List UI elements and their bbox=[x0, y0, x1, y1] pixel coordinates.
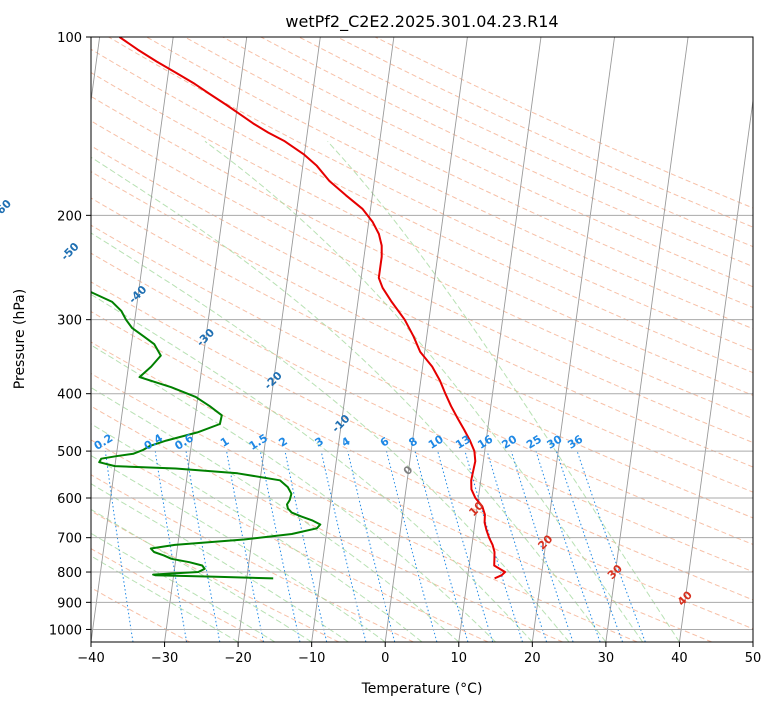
y-tick-label: 500 bbox=[57, 445, 82, 460]
y-tick-label: 1000 bbox=[49, 623, 82, 638]
y-tick-label: 400 bbox=[57, 388, 82, 403]
x-tick-label: 50 bbox=[745, 651, 762, 666]
y-tick-label: 100 bbox=[57, 31, 82, 46]
x-tick-label: −20 bbox=[224, 651, 251, 666]
y-tick-label: 300 bbox=[57, 314, 82, 329]
y-tick-label: 900 bbox=[57, 596, 82, 611]
chart-title: wetPf2_C2E2.2025.301.04.23.R14 bbox=[285, 12, 558, 32]
y-tick-label: 800 bbox=[57, 566, 82, 581]
x-tick-label: −10 bbox=[298, 651, 325, 666]
x-tick-label: 30 bbox=[598, 651, 615, 666]
x-tick-label: −40 bbox=[77, 651, 104, 666]
y-tick-label: 600 bbox=[57, 492, 82, 507]
x-tick-label: −30 bbox=[151, 651, 178, 666]
y-tick-label: 700 bbox=[57, 532, 82, 547]
y-axis-label: Pressure (hPa) bbox=[12, 289, 28, 389]
x-axis-label: Temperature (°C) bbox=[361, 681, 483, 697]
x-tick-label: 10 bbox=[451, 651, 468, 666]
x-tick-label: 0 bbox=[381, 651, 389, 666]
x-tick-label: 40 bbox=[671, 651, 688, 666]
x-tick-label: 20 bbox=[524, 651, 541, 666]
y-tick-label: 200 bbox=[57, 209, 82, 224]
